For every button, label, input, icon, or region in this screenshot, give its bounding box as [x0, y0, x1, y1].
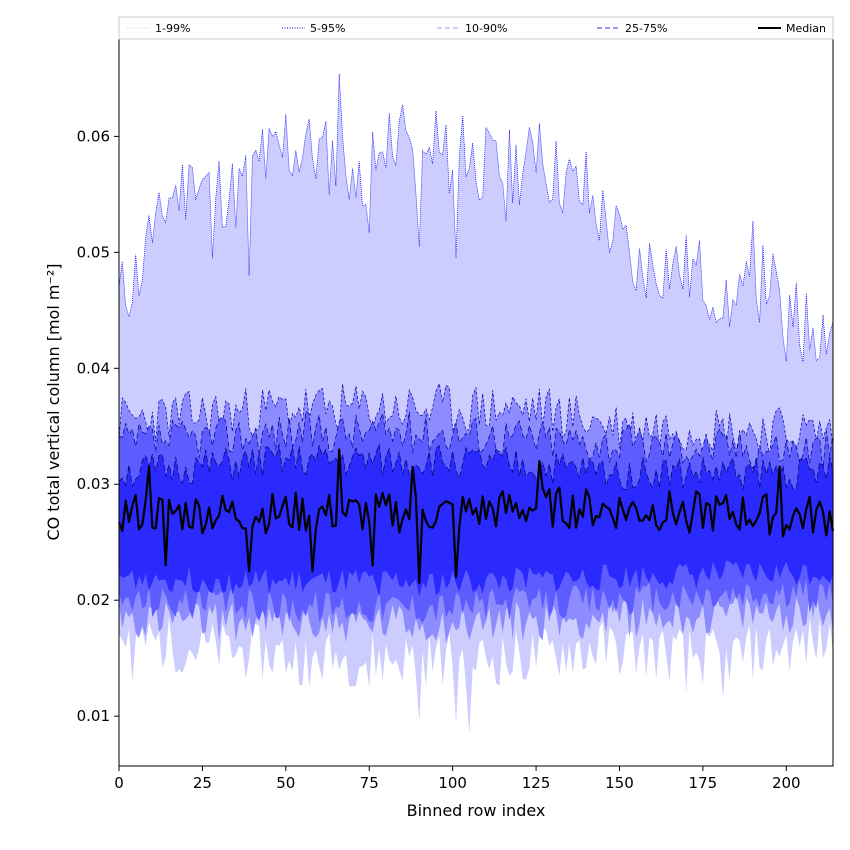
- median-line: [117, 448, 835, 584]
- median-layer: [117, 448, 835, 584]
- legend-label-5-95%: 5-95%: [310, 22, 345, 35]
- y-tick-label: 0.06: [77, 127, 110, 145]
- x-tick-label: 0: [114, 774, 124, 792]
- y-tick-label: 0.05: [77, 243, 110, 261]
- x-tick-label: 50: [276, 774, 295, 792]
- legend-label-Median: Median: [786, 22, 826, 35]
- band-upper-edge-10-90%: [118, 410, 834, 469]
- band-upper-edge-5-95%: [118, 382, 834, 456]
- y-axis-label: CO total vertical column [mol m⁻²]: [44, 263, 63, 540]
- x-tick-label: 150: [605, 774, 634, 792]
- x-tick-label: 100: [438, 774, 467, 792]
- x-tick-label: 175: [689, 774, 718, 792]
- x-axis-label: Binned row index: [407, 801, 546, 820]
- x-tick-label: 25: [193, 774, 212, 792]
- y-tick-label: 0.04: [77, 359, 110, 377]
- legend-label-1-99%: 1-99%: [155, 22, 190, 35]
- legend-label-10-90%: 10-90%: [465, 22, 507, 35]
- band-upper-edge-25-75%: [118, 443, 834, 491]
- legend-box: [118, 16, 834, 40]
- band-upper-edge-1-99%: [118, 73, 834, 363]
- x-tick-label: 200: [772, 774, 801, 792]
- band-25-75%: [119, 444, 833, 597]
- y-tick-label: 0.01: [77, 707, 110, 725]
- y-tick-label: 0.02: [77, 591, 110, 609]
- legend-label-25-75%: 25-75%: [625, 22, 667, 35]
- x-tick-label: 75: [360, 774, 379, 792]
- legend: 1-99% 5-95% 10-90% 25-75% Median: [118, 16, 834, 40]
- percentile-bands: [118, 73, 834, 734]
- y-axis-ticks: 0.01 0.02 0.03 0.04 0.05 0.06: [77, 127, 119, 725]
- y-tick-label: 0.03: [77, 475, 110, 493]
- x-axis-ticks: 0 25 50 75 100 125 150 175 200: [114, 766, 801, 792]
- x-tick-label: 125: [522, 774, 551, 792]
